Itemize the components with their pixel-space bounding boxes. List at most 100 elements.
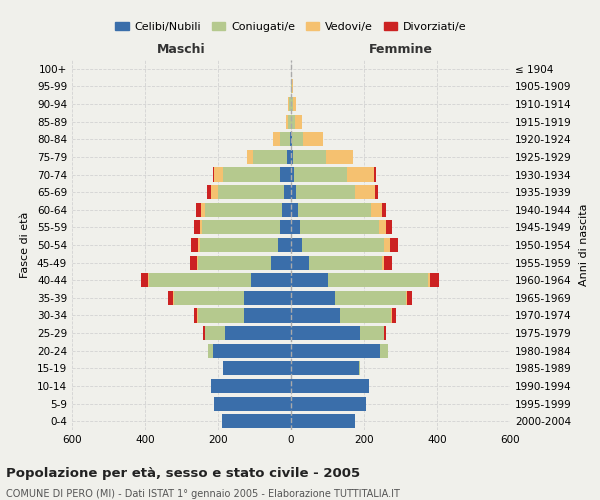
Bar <box>291 344 380 358</box>
Bar <box>198 238 200 252</box>
Bar <box>389 238 398 252</box>
Bar <box>288 114 290 128</box>
Bar <box>292 114 295 128</box>
Bar <box>288 97 289 111</box>
Bar <box>291 150 293 164</box>
Bar <box>198 308 244 322</box>
Bar <box>286 114 288 128</box>
Bar <box>291 291 335 305</box>
Bar <box>149 273 251 287</box>
Bar <box>205 326 226 340</box>
Bar <box>214 396 291 410</box>
Bar <box>191 238 198 252</box>
Bar <box>375 185 378 199</box>
Bar <box>292 80 293 94</box>
Bar <box>280 168 291 181</box>
Bar <box>201 202 205 217</box>
Bar <box>291 220 300 234</box>
Bar <box>292 132 303 146</box>
Bar <box>280 220 291 234</box>
Bar <box>202 220 280 234</box>
Bar <box>244 291 291 305</box>
Bar <box>207 185 211 199</box>
Bar <box>294 168 347 181</box>
Bar <box>303 132 323 146</box>
Bar <box>302 238 384 252</box>
Bar <box>221 414 291 428</box>
Bar <box>291 202 298 217</box>
Y-axis label: Fasce di età: Fasce di età <box>20 212 30 278</box>
Bar <box>291 238 302 252</box>
Bar <box>291 132 292 146</box>
Bar <box>391 308 392 322</box>
Bar <box>291 362 359 376</box>
Bar <box>271 256 291 270</box>
Text: Femmine: Femmine <box>368 44 433 57</box>
Bar <box>291 379 370 393</box>
Bar <box>174 291 244 305</box>
Bar <box>244 308 291 322</box>
Bar <box>335 291 406 305</box>
Bar <box>291 168 294 181</box>
Bar <box>296 185 355 199</box>
Bar <box>340 308 391 322</box>
Text: COMUNE DI PERO (MI) - Dati ISTAT 1° gennaio 2005 - Elaborazione TUTTITALIA.IT: COMUNE DI PERO (MI) - Dati ISTAT 1° genn… <box>6 489 400 499</box>
Bar <box>289 97 291 111</box>
Bar <box>355 185 375 199</box>
Bar <box>291 308 340 322</box>
Bar <box>148 273 149 287</box>
Bar <box>197 308 198 322</box>
Bar <box>198 256 271 270</box>
Bar <box>194 220 200 234</box>
Bar <box>291 414 355 428</box>
Bar <box>205 202 282 217</box>
Bar <box>214 168 223 181</box>
Bar <box>273 132 280 146</box>
Bar <box>278 238 291 252</box>
Bar <box>428 273 430 287</box>
Bar <box>379 220 386 234</box>
Bar <box>200 238 278 252</box>
Bar <box>291 185 296 199</box>
Bar <box>284 185 291 199</box>
Bar <box>291 256 309 270</box>
Bar <box>326 150 353 164</box>
Bar <box>282 202 291 217</box>
Bar <box>208 344 212 358</box>
Bar <box>293 97 296 111</box>
Bar <box>211 185 218 199</box>
Bar <box>247 150 253 164</box>
Bar <box>361 326 384 340</box>
Bar <box>430 273 439 287</box>
Bar <box>168 291 173 305</box>
Bar <box>226 326 291 340</box>
Bar <box>406 291 407 305</box>
Y-axis label: Anni di nascita: Anni di nascita <box>578 204 589 286</box>
Bar <box>203 326 205 340</box>
Bar <box>407 291 412 305</box>
Bar <box>382 256 384 270</box>
Bar <box>190 256 197 270</box>
Bar <box>194 308 197 322</box>
Bar <box>347 168 374 181</box>
Bar <box>292 97 293 111</box>
Bar <box>384 256 392 270</box>
Bar <box>212 344 291 358</box>
Bar <box>371 202 382 217</box>
Bar <box>223 168 280 181</box>
Bar <box>328 273 428 287</box>
Bar <box>293 150 326 164</box>
Bar <box>291 326 361 340</box>
Bar <box>380 344 388 358</box>
Bar <box>384 238 389 252</box>
Legend: Celibi/Nubili, Coniugati/e, Vedovi/e, Divorziati/e: Celibi/Nubili, Coniugati/e, Vedovi/e, Di… <box>111 18 471 36</box>
Bar <box>253 150 287 164</box>
Bar <box>291 273 328 287</box>
Bar <box>309 256 382 270</box>
Text: Popolazione per età, sesso e stato civile - 2005: Popolazione per età, sesso e stato civil… <box>6 468 360 480</box>
Bar <box>211 379 291 393</box>
Bar <box>280 132 290 146</box>
Bar <box>290 132 291 146</box>
Bar <box>384 326 386 340</box>
Bar <box>212 168 214 181</box>
